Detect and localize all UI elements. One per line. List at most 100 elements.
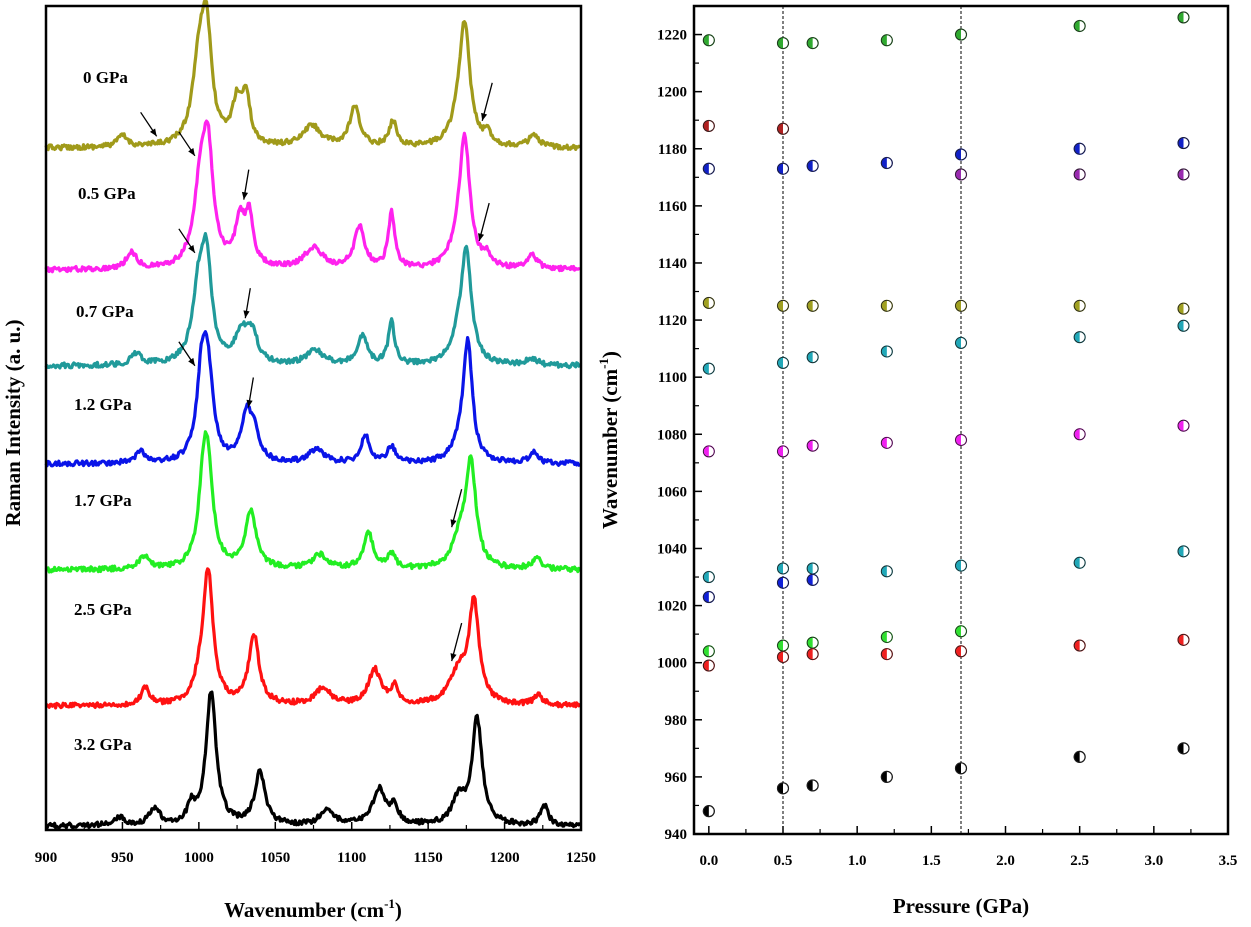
data-point [776,562,790,575]
data-point [806,299,819,312]
data-point [880,299,893,312]
y-tick-label: 1140 [658,256,687,272]
data-point [806,159,819,172]
arrow-head [478,233,485,242]
data-point [776,37,790,50]
x-tick-label: 3.0 [1144,853,1163,869]
data-point [702,362,715,375]
x-tick-label: 1.0 [848,853,867,869]
data-point [702,445,715,458]
data-point [806,779,819,792]
y-tick-label: 980 [665,713,688,729]
spectrum-label: 0.5 GPa [78,184,136,203]
data-point [702,659,715,672]
x-tick-label: 1000 [184,850,214,866]
x-tick-label: 2.5 [1070,853,1089,869]
x-tick-label: 0.5 [774,853,793,869]
data-point [1177,11,1190,24]
spectrum-line [44,0,582,152]
x-tick-label: 1200 [490,850,520,866]
spectrum-line [44,232,582,370]
data-point [880,770,893,783]
y-tick-label: 1000 [657,656,687,672]
data-point [880,565,893,578]
x-tick-label: 3.5 [1219,853,1238,869]
data-point [776,650,790,664]
data-point [880,156,893,170]
spectrum-line [44,430,582,574]
y-tick-label: 1180 [658,142,687,158]
data-point [776,576,790,589]
data-point [954,336,968,350]
data-point [1177,168,1190,181]
data-point [954,168,968,181]
data-point [806,648,819,661]
data-point [954,299,968,312]
y-tick-label: 1220 [657,28,687,44]
arrow-head [188,244,195,253]
y-tick-label: 960 [665,770,688,786]
spectrum-label: 1.2 GPa [74,395,132,414]
data-point [806,562,819,575]
spectrum-labels: 0 GPa 0.5 GPa 0.7 GPa 1.2 GPa 1.7 GPa 2.5 GPa… [74,68,136,754]
data-point [1073,142,1086,155]
x-tick-label: 1.5 [922,853,941,869]
data-point [954,559,968,572]
right-plot-frame [692,4,1230,836]
arrow-head [188,147,195,156]
x-tick-label: 1150 [414,850,443,866]
data-point [1073,168,1086,181]
scatter-points [702,11,1190,818]
data-point [806,351,819,364]
data-point [776,356,790,369]
data-point [1073,331,1086,344]
right-x-axis-title: Pressure (GPa) [893,894,1029,918]
data-point [1073,639,1086,652]
data-point [880,648,893,661]
x-tick-label: 1100 [337,850,366,866]
arrow-head [188,357,195,366]
arrow-head [450,519,457,528]
data-point [954,433,968,447]
arrow-head [149,128,157,137]
data-point [954,625,968,638]
arrow-head [246,399,253,408]
y-tick-label: 1080 [657,427,687,443]
right-x-axis: 0.0 0.5 1.0 1.5 2.0 2.5 3.0 3.5 [699,826,1237,869]
x-tick-label: 2.0 [996,853,1015,869]
data-point [1177,302,1190,315]
x-tick-label: 1250 [566,850,596,866]
data-point [1177,742,1190,755]
left-panel-spectra: 0 GPa 0.5 GPa 0.7 GPa 1.2 GPa 1.7 GPa 2.5 GPa… [1,0,596,922]
spectrum-label: 3.2 GPa [74,735,132,754]
y-tick-label: 1200 [657,85,687,101]
data-point [880,630,893,644]
data-point [880,345,893,358]
arrow-annotations [140,82,493,662]
right-y-axis: 940 960 980 1000 1020 1040 1060 1080 1100 1120 114… [657,28,702,843]
y-tick-label: 1060 [657,484,687,500]
y-tick-label: 1120 [658,313,687,329]
right-y-axis-title: Wavenumber (cm-1) [596,351,622,529]
data-point [1177,633,1190,646]
data-point [702,34,715,47]
spectrum-line [45,567,582,710]
data-point [880,34,893,47]
data-point [776,122,790,135]
data-point [702,570,715,584]
spectrum-label: 1.7 GPa [74,491,132,510]
arrow-head [243,310,250,319]
right-panel-scatter: 0.0 0.5 1.0 1.5 2.0 2.5 3.0 3.5 940 960 980 1000 10… [596,4,1237,918]
data-point [1073,19,1086,33]
data-point [776,162,790,175]
spectrum-label: 0.7 GPa [76,302,134,321]
data-point [702,590,715,604]
reference-lines [782,6,962,834]
data-point [1073,556,1086,569]
y-tick-label: 1040 [657,541,687,557]
x-tick-label: 1050 [260,850,290,866]
data-point [1177,419,1190,432]
spectrum-line [44,330,581,468]
y-tick-label: 1100 [658,370,687,386]
